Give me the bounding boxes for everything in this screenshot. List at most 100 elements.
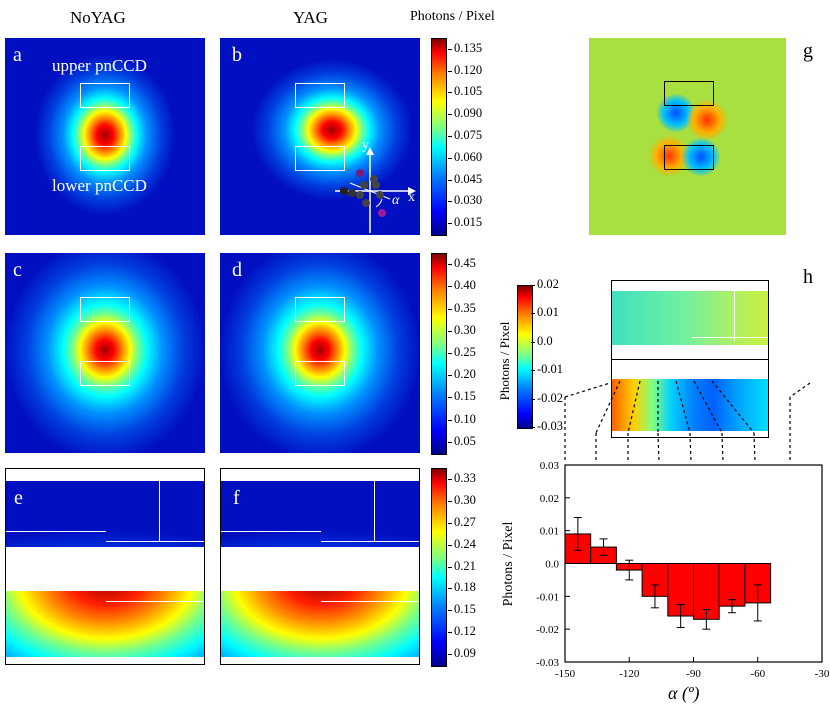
colorbar-tick-label: 0.12 [448, 624, 476, 639]
colorbar-top [431, 38, 447, 236]
panel-e: e [5, 468, 205, 665]
chart-y-tick-label: -0.01 [536, 591, 559, 603]
colorbar-tick-label: 0.33 [448, 470, 476, 485]
upper-detector-box [80, 297, 130, 322]
chart-x-tick-label: -90 [686, 668, 701, 680]
divider-line [612, 359, 768, 360]
chart-x-tick-label: -150 [555, 668, 576, 680]
colorbar-tick-label: 0.030 [447, 193, 483, 208]
column-title-noyag: NoYAG [70, 8, 126, 27]
chart-x-tick-label: -120 [619, 668, 640, 680]
panel-label-g: g [803, 40, 813, 62]
upper-detector-box [295, 83, 345, 108]
lower-detector-box [80, 361, 130, 386]
colorbar-tick-label: 0.35 [448, 300, 476, 315]
chart-y-tick-label: -0.02 [536, 624, 559, 636]
colorbar-tick-label: 0.25 [448, 345, 476, 359]
panel-g [589, 38, 786, 235]
panel-label-h: h [803, 266, 813, 288]
panel-label-a: a [13, 44, 22, 66]
colorbar-tick-label: 0.120 [447, 62, 483, 77]
colorbar-tick-label: 0.15 [448, 602, 476, 617]
colorbar-tick-label: 0.20 [448, 367, 476, 382]
axis-x-label: x [408, 190, 415, 205]
upper-strip [221, 481, 419, 547]
chart-y-tick-label: 0.0 [545, 559, 559, 571]
axis-alpha-label: α [392, 193, 400, 208]
colorbar-tick-label: 0.45 [448, 256, 476, 271]
colorbar-tick-label: -0.02 [530, 390, 564, 405]
colorbar-tick-label: 0.135 [447, 40, 483, 55]
colorbar-middle [431, 253, 447, 455]
panel-label-d: d [232, 259, 242, 281]
colorbar-tick-label: 0.40 [448, 278, 476, 293]
panel-label-b: b [232, 44, 242, 66]
upper-detector-box [295, 297, 345, 322]
lower-detector-box [80, 146, 130, 171]
upper-pnccd-label: upper pnCCD [52, 56, 147, 75]
seam-line [221, 531, 321, 532]
lower-detector-box [295, 146, 345, 171]
molecule-diagram [335, 147, 416, 233]
colorbar-tick-label: 0.09 [448, 646, 476, 661]
lower-strip [221, 591, 419, 657]
lobe-upper-right [687, 100, 727, 140]
colorbar-tick-label: 0.060 [447, 149, 483, 164]
chart-y-axis-title: Photons / Pixel [501, 521, 516, 607]
panel-a: a upper pnCCD lower pnCCD [5, 38, 205, 235]
seam-line [321, 601, 419, 602]
seam-line [106, 601, 204, 602]
colorbar-tick-label: 0.045 [447, 171, 483, 186]
connector-lines [564, 380, 811, 464]
lower-detector-box [295, 361, 345, 386]
colorbar-tick-label: 0.27 [448, 514, 476, 529]
colorbar-tick-label: 0.18 [448, 580, 476, 595]
chart-bar [718, 563, 746, 607]
colorbar-tick-label: 0.0 [531, 333, 553, 348]
lower-strip [6, 591, 204, 657]
panel-b: b y x α [220, 38, 420, 235]
colorbar-tick-label: 0.21 [448, 558, 476, 573]
upper-detector-box [664, 81, 714, 106]
colorbar-bottom [431, 468, 447, 667]
chart-y-tick-label: -0.03 [536, 657, 559, 669]
colorbar-tick-label: 0.090 [447, 106, 483, 121]
colorbar-tick-label: 0.30 [448, 322, 476, 337]
chart-x-tick-label: -60 [750, 668, 765, 680]
seam-line [692, 337, 768, 338]
colorbar-tick-label: 0.24 [448, 536, 476, 551]
colorbar-tick-label: 0.02 [531, 277, 559, 291]
chart-y-tick-label: 0.03 [540, 460, 560, 472]
seam-line [6, 531, 106, 532]
seam-line [106, 541, 204, 542]
colorbar-tick-label: -0.03 [530, 419, 564, 433]
colorbar-tick-label: 0.015 [447, 215, 483, 230]
lower-pnccd-label: lower pnCCD [52, 176, 147, 195]
axis-y-label: y [362, 138, 369, 153]
colorbar-tick-label: -0.01 [530, 362, 564, 377]
panel-f: f [220, 468, 420, 665]
chart-x-axis-title: α (º) [668, 683, 700, 703]
column-title-yag: YAG [293, 8, 328, 27]
chart-y-tick-label: 0.02 [540, 493, 559, 505]
panel-label-e: e [14, 487, 23, 509]
upper-strip [612, 291, 768, 345]
colorbar-tick-label: 0.10 [448, 411, 476, 426]
panel-c: c [5, 253, 205, 453]
seam-line [374, 481, 375, 541]
seam-line [734, 291, 735, 341]
colorbar-tick-label: 0.15 [448, 389, 476, 404]
colorbar-tick-label: 0.105 [447, 84, 483, 99]
panel-label-c: c [13, 259, 22, 281]
colorbar-tick-label: 0.05 [448, 433, 476, 448]
panel-d: d [220, 253, 420, 453]
colorbar-h [517, 285, 533, 429]
upper-strip [6, 481, 204, 547]
chart-x-tick-label: -30 [815, 668, 830, 680]
colorbar-tick-label: 0.30 [448, 492, 476, 507]
seam-line [321, 541, 419, 542]
panel-label-f: f [233, 487, 240, 509]
lower-detector-box [664, 145, 714, 170]
colorbar-title: Photons / Pixel [410, 9, 495, 24]
